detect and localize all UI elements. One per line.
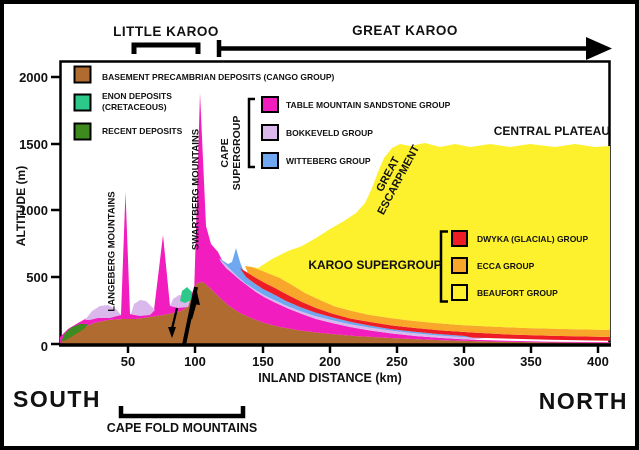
cape-supergroup-title-line1: CAPE <box>219 138 231 168</box>
cape-supergroup-title: CAPE SUPERGROUP <box>219 93 243 213</box>
y-tick-label: 0 <box>40 339 48 354</box>
karoo-supergroup-title: KAROO SUPERGROUP <box>308 258 442 272</box>
little-karoo-bracket <box>131 42 201 54</box>
beaufort-swatch <box>451 284 468 301</box>
basement-legend-label: BASEMENT PRECAMBRIAN DEPOSITS (CANGO GRO… <box>102 72 335 82</box>
fault-arrow-down-head <box>168 327 176 338</box>
legend-swatches <box>73 65 468 301</box>
x-tick-label: 200 <box>319 354 341 369</box>
x-tick-label: 150 <box>252 354 274 369</box>
swartberg-mountains-label: SWARTBERG MOUNTAINS <box>190 128 202 251</box>
langeberg-mountains-label: LANGEBERG MOUNTAINS <box>106 191 118 312</box>
cross-section-layers <box>60 93 610 346</box>
table-mountain-sandstone-layer <box>60 93 610 344</box>
x-axis-ticks <box>126 345 600 353</box>
bokkeveld-valley-pocket <box>85 305 121 320</box>
beaufort-legend-label: BEAUFORT GROUP <box>477 288 558 298</box>
cape-supergroup-bracket <box>247 97 255 169</box>
cape-supergroup-title-line2: SUPERGROUP <box>231 115 243 191</box>
recent-swatch <box>73 122 92 141</box>
basement-swatch <box>73 65 92 84</box>
beaufort-karoo-layer <box>245 143 610 330</box>
little-karoo-label: LITTLE KAROO <box>113 24 219 39</box>
y-tick-label: 500 <box>26 270 48 285</box>
enon-legend-line1: ENON DEPOSITS <box>102 91 172 101</box>
great-karoo-label: GREAT KAROO <box>352 23 458 38</box>
enon-legend-line2: (CRETACEOUS) <box>102 101 167 112</box>
enon-swatch <box>73 93 92 112</box>
central-plateau-label: CENTRAL PLATEAU <box>493 124 610 138</box>
recent-legend-label: RECENT DEPOSITS <box>102 126 183 136</box>
fault-arrow-down <box>170 307 179 330</box>
y-axis-ticks <box>51 75 60 346</box>
x-axis-title: INLAND DISTANCE (km) <box>258 371 402 385</box>
x-tick-label: 250 <box>386 354 408 369</box>
table-mountain-swatch <box>261 96 279 113</box>
ecca-legend-label: ECCA GROUP <box>477 261 535 271</box>
x-tick-label: 300 <box>453 354 475 369</box>
bokkeveld-valley-pocket <box>131 300 155 316</box>
x-tick-label: 100 <box>184 354 206 369</box>
bokkeveld-legend-label: BOKKEVELD GROUP <box>286 128 373 138</box>
ecca-swatch <box>451 257 468 274</box>
enon-deposits-patch <box>180 287 192 303</box>
south-label: SOUTH <box>13 386 101 412</box>
dwyka-swatch <box>451 230 468 247</box>
x-tick-label: 400 <box>587 354 609 369</box>
cape-fold-mountains-bracket <box>118 406 246 419</box>
recent-deposits-patch <box>61 324 88 342</box>
bokkeveld-swatch <box>261 124 279 141</box>
cape-fold-mountains-label: CAPE FOLD MOUNTAINS <box>106 421 258 435</box>
witteberg-swatch <box>261 152 279 169</box>
karoo-supergroup-bracket <box>439 230 448 303</box>
dwyka-legend-label: DWYKA (GLACIAL) GROUP <box>477 234 589 244</box>
great-karoo-arrow-head <box>586 37 612 60</box>
witteberg-legend-label: WITTEBERG GROUP <box>286 156 371 166</box>
x-tick-label: 350 <box>520 354 542 369</box>
x-tick-label: 50 <box>120 354 136 369</box>
y-tick-label: 1000 <box>19 203 48 218</box>
ecca-layer <box>245 266 610 337</box>
north-label: NORTH <box>538 388 628 414</box>
y-tick-label: 1500 <box>19 137 48 152</box>
y-tick-label: 2000 <box>19 70 48 85</box>
fault-line <box>182 286 198 346</box>
fault-arrow-up-head <box>192 292 200 305</box>
enon-legend-label: ENON DEPOSITS (CRETACEOUS) <box>102 91 172 112</box>
table-mountain-legend-label: TABLE MOUNTAIN SANDSTONE GROUP <box>286 100 451 110</box>
